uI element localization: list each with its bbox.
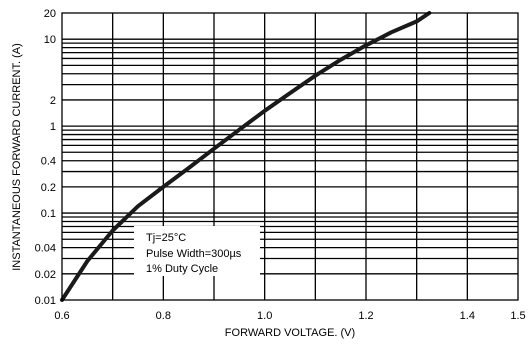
plot-frame — [61, 12, 519, 301]
annotation-background — [134, 226, 260, 276]
y-tick-label: 0.4 — [41, 156, 56, 168]
x-tick-label: 0.8 — [156, 310, 171, 322]
y-tick-label: 0.04 — [35, 243, 56, 255]
x-tick-label: 1.5 — [510, 310, 525, 322]
annotation-line-2: Pulse Width=300µs — [146, 248, 242, 260]
x-tick-labels: 0.6 0.8 1.0 1.2 1.4 1.5 — [54, 310, 525, 322]
y-axis-label: INSTANTANEOUS FORWARD CURRENT. (A) — [11, 43, 23, 271]
y-tick-label: 10 — [44, 34, 56, 46]
y-tick-label: 0.2 — [41, 182, 56, 194]
y-tick-label: 0.01 — [35, 295, 56, 307]
x-tick-label: 1.4 — [460, 310, 475, 322]
annotation-line-1: Tj=25°C — [146, 232, 186, 244]
y-tick-label: 20 — [44, 8, 56, 20]
y-tick-label: 0.1 — [41, 208, 56, 220]
y-tick-label: 1 — [50, 121, 56, 133]
y-tick-label: 0.02 — [35, 269, 56, 281]
x-tick-label: 1.2 — [358, 310, 373, 322]
annotation-line-3: 1% Duty Cycle — [146, 263, 218, 275]
y-tick-label: 2 — [50, 95, 56, 107]
x-tick-label: 1.0 — [257, 310, 272, 322]
curve-layer — [60, 11, 432, 302]
forward-current-curve — [60, 11, 432, 302]
annotation-box: Tj=25°C Pulse Width=300µs 1% Duty Cycle — [134, 226, 260, 276]
y-tick-labels: 0.01 0.02 0.04 0.1 0.2 0.4 1 2 10 20 — [35, 8, 56, 307]
grid — [62, 13, 518, 300]
x-axis-label: FORWARD VOLTAGE. (V) — [225, 327, 355, 339]
x-tick-label: 0.6 — [54, 310, 69, 322]
